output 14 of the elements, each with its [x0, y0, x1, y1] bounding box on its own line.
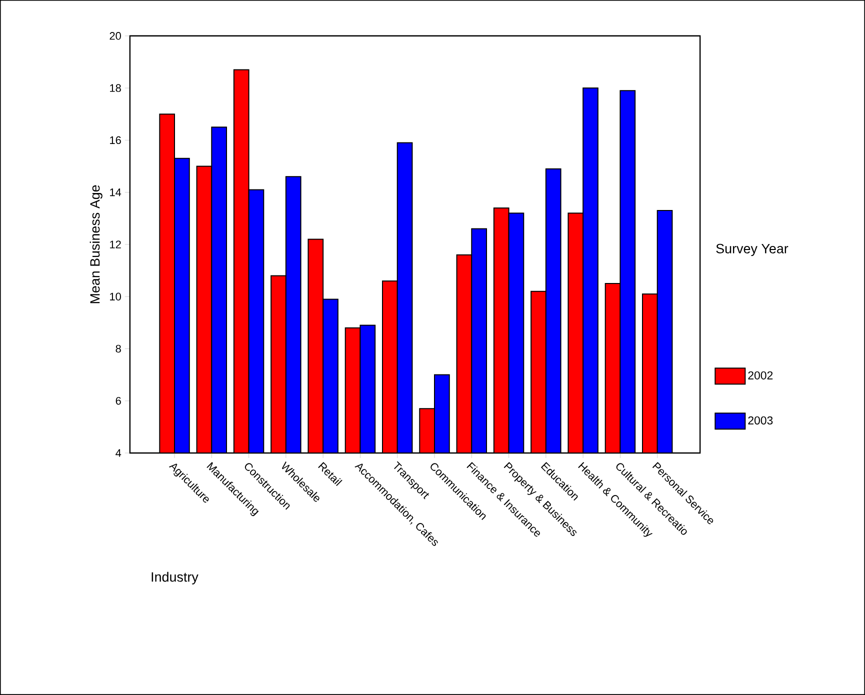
- y-tick-label: 6: [116, 397, 121, 405]
- y-tick-label: 18: [110, 84, 121, 92]
- y-tick-label: 14: [110, 188, 122, 196]
- y-tick-label: 16: [110, 136, 121, 144]
- y-tick-label: 12: [110, 240, 121, 248]
- y-axis-title: Mean Business Age: [90, 185, 102, 304]
- y-tick-label: 4: [116, 449, 122, 457]
- y-tick-label: 10: [110, 292, 121, 300]
- legend-title: Survey Year: [716, 244, 788, 256]
- x-axis-title: Industry: [152, 572, 198, 584]
- y-tick-label: 8: [116, 344, 121, 353]
- y-tick-label: 20: [110, 32, 121, 40]
- legend-label: 2003: [748, 416, 773, 424]
- legend-label: 2002: [748, 371, 773, 380]
